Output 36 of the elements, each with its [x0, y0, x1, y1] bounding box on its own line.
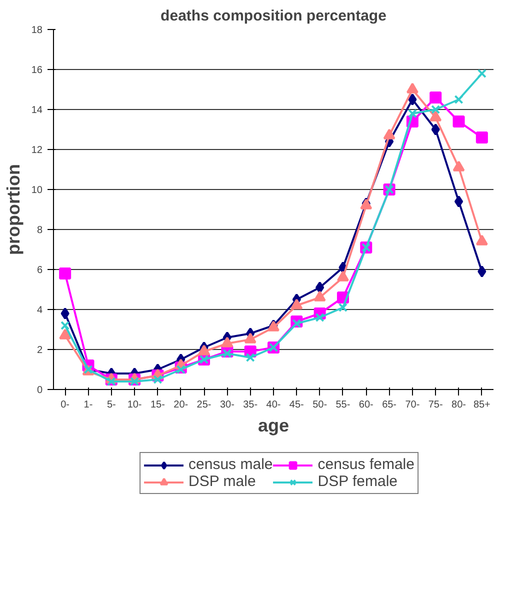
- x-tick-label: 45-: [289, 400, 304, 410]
- y-tick-label: 18: [31, 25, 43, 36]
- x-tick-label: 85+: [473, 400, 491, 410]
- x-tick-label: 65-: [382, 400, 397, 410]
- x-tick-label: 0-: [60, 400, 70, 410]
- x-tick-label: 60-: [358, 400, 374, 410]
- y-tick-label: 4: [36, 305, 43, 316]
- y-axis-title: proportion: [3, 164, 24, 255]
- x-tick-label: 40-: [266, 400, 281, 410]
- x-tick-label: 35-: [243, 400, 258, 410]
- legend-label: DSP female: [318, 473, 398, 490]
- y-tick-label: 6: [36, 265, 43, 276]
- y-tick-label: 14: [31, 105, 43, 116]
- y-tick-label: 0: [36, 385, 43, 396]
- x-tick-label: 80-: [452, 400, 466, 410]
- legend-label: census male: [188, 456, 273, 473]
- x-tick-label: 5-: [106, 400, 116, 410]
- x-tick-label: 70-: [405, 400, 420, 410]
- x-tick-label: 10-: [127, 400, 142, 410]
- x-axis-title: age: [258, 416, 290, 436]
- chart-title: deaths composition percentage: [160, 8, 386, 24]
- y-tick-label: 12: [31, 145, 43, 156]
- y-tick-label: 16: [31, 65, 43, 76]
- x-tick-label: 55-: [336, 400, 350, 410]
- legend-label: DSP male: [188, 473, 256, 490]
- y-tick-label: 2: [36, 345, 43, 356]
- legend-label: census female: [318, 456, 414, 473]
- x-tick-label: 25-: [196, 400, 212, 410]
- x-tick-label: 1-: [84, 400, 93, 410]
- x-tick-label: 50-: [312, 400, 328, 410]
- x-tick-label: 75-: [428, 400, 443, 410]
- x-tick-label: 30-: [220, 400, 234, 410]
- x-tick-label: 20-: [174, 400, 188, 410]
- y-tick-label: 10: [31, 185, 43, 196]
- y-tick-label: 8: [36, 225, 43, 236]
- x-tick-label: 15-: [150, 400, 165, 410]
